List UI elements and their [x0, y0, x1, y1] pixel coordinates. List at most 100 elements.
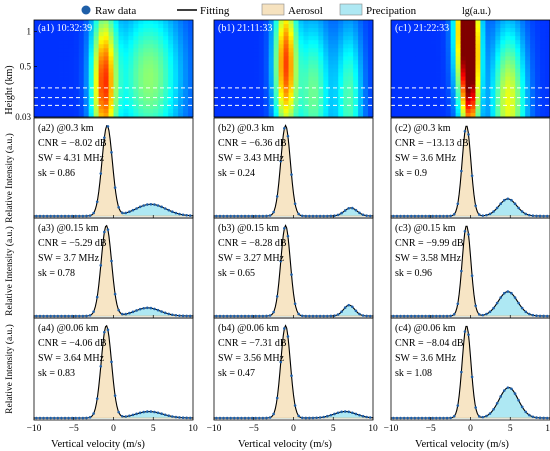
raw-data-point — [329, 214, 333, 218]
heatmap-cell — [98, 108, 104, 114]
raw-data-point — [528, 312, 531, 316]
raw-data-point — [120, 312, 124, 316]
heatmap-cell — [525, 40, 531, 45]
heatmap-cell — [34, 92, 40, 98]
heatmap-cell — [530, 104, 536, 110]
heatmap-cell — [98, 64, 104, 69]
heatmap-cell — [103, 24, 109, 29]
raw-data-point — [240, 214, 243, 218]
heatmap-cell — [515, 40, 521, 45]
heatmap-cell — [258, 92, 265, 98]
heatmap-cell — [430, 92, 437, 98]
heatmap-cell — [68, 40, 75, 45]
heatmap-cell — [78, 20, 85, 25]
sk-label: sk = 0.78 — [38, 268, 75, 279]
heatmap-cell — [450, 100, 456, 106]
heatmap-cell — [485, 72, 491, 77]
heatmap-cell — [148, 52, 154, 57]
heatmap-cell — [173, 72, 179, 77]
heatmap-cell — [318, 88, 324, 94]
heatmap-cell — [395, 36, 402, 41]
heatmap-cell — [143, 76, 149, 82]
raw-data-point — [128, 414, 131, 418]
heatmap-cell — [395, 40, 402, 45]
heatmap-cell — [103, 36, 109, 41]
heatmap-cell — [148, 84, 154, 90]
heatmap-cell — [48, 76, 55, 82]
heatmap-cell — [328, 20, 334, 25]
heatmap-cell — [318, 76, 324, 82]
heatmap-cell — [163, 68, 169, 73]
raw-data-point — [510, 198, 513, 202]
heatmap-cell — [138, 44, 144, 49]
heatmap-cell — [148, 96, 154, 102]
heatmap-cell — [510, 48, 516, 53]
heatmap-cell — [238, 72, 245, 77]
raw-data-point — [222, 214, 225, 218]
heatmap-cell — [98, 48, 104, 53]
heatmap-cell — [143, 44, 149, 49]
heatmap-cell — [465, 96, 471, 102]
heatmap-cell — [98, 28, 104, 33]
heatmap-cell — [500, 104, 506, 110]
heatmap-cell — [420, 92, 427, 98]
heatmap-cell — [63, 100, 70, 106]
heatmap-cell — [93, 24, 99, 29]
heatmap-cell — [348, 56, 354, 61]
raw-data-point — [258, 214, 261, 218]
heatmap-cell — [273, 104, 279, 110]
heatmap-cell — [535, 88, 541, 94]
heatmap-cell — [103, 60, 109, 65]
heatmap-cell — [450, 28, 456, 33]
heatmap-cell — [308, 76, 314, 82]
raw-data-point — [311, 314, 315, 318]
heatmap-cell — [338, 92, 344, 98]
raw-data-point — [178, 212, 181, 216]
heatmap-cell — [128, 24, 134, 29]
heatmap-cell — [505, 36, 511, 41]
heatmap-cell — [415, 72, 422, 77]
heatmap-cell — [400, 36, 407, 41]
heatmap-cell — [258, 84, 265, 90]
raw-data-point — [470, 375, 474, 379]
legend-raw-marker — [81, 5, 91, 15]
raw-data-point — [351, 206, 354, 210]
heatmap-cell — [78, 64, 85, 69]
heatmap-cell — [328, 104, 334, 110]
heatmap-cell — [425, 104, 432, 110]
heatmap-cell — [58, 88, 65, 94]
heatmap-cell — [283, 52, 289, 57]
heatmap-cell — [128, 40, 134, 45]
heatmap-cell — [118, 108, 124, 114]
heatmap-cell — [143, 56, 149, 61]
raw-data-point — [156, 204, 160, 207]
x-tick-label: 10 — [545, 424, 550, 434]
heatmap-cell — [53, 20, 60, 25]
raw-data-point — [361, 314, 365, 317]
heatmap-cell — [318, 64, 324, 69]
heatmap-cell — [313, 40, 319, 45]
heatmap-cell — [460, 72, 466, 77]
heatmap-cell — [430, 88, 437, 94]
heatmap-cell — [440, 104, 447, 110]
heatmap-cell — [368, 52, 374, 57]
heatmap-cell — [173, 92, 179, 98]
heatmap-cell — [83, 88, 90, 94]
raw-data-point — [149, 410, 153, 413]
heatmap-cell — [214, 100, 220, 106]
heatmap-cell — [263, 32, 270, 37]
heatmap-cell — [223, 112, 230, 118]
heatmap-cell — [410, 24, 417, 29]
heatmap-cell — [214, 88, 220, 94]
heatmap-cell — [395, 72, 402, 77]
heatmap-cell — [63, 36, 70, 41]
heatmap-cell — [258, 112, 265, 118]
heatmap-cell — [238, 48, 245, 53]
heatmap-cell — [455, 104, 461, 110]
raw-data-point — [474, 406, 477, 409]
heatmap-cell — [540, 100, 546, 106]
heatmap-cell — [323, 68, 329, 73]
heatmap-cell — [78, 104, 85, 110]
heatmap-cell — [163, 44, 169, 49]
heatmap-cell — [298, 28, 304, 33]
